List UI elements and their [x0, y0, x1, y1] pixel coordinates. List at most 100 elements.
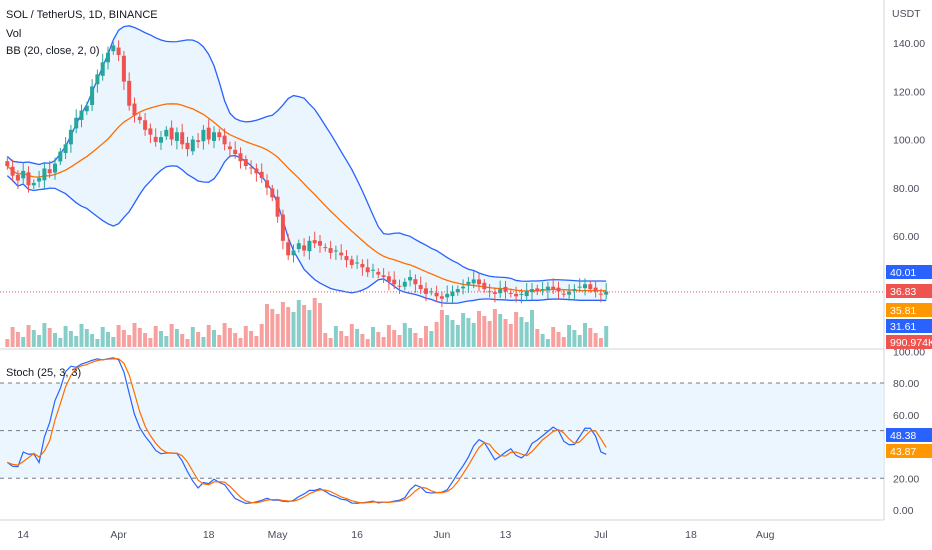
candle-body — [68, 129, 73, 145]
volume-bar — [551, 327, 556, 347]
volume-bar — [424, 326, 428, 347]
candle — [471, 270, 476, 289]
candle — [233, 141, 238, 159]
candle — [259, 163, 264, 183]
volume-bar — [111, 337, 116, 347]
candle — [312, 231, 317, 249]
candle-body — [318, 241, 322, 246]
candle-body — [212, 132, 216, 141]
candle — [196, 132, 201, 148]
candle — [466, 277, 471, 293]
volume-bar — [286, 307, 291, 347]
candle-body — [328, 248, 333, 253]
volume-bar — [302, 305, 307, 347]
candle-body — [238, 153, 243, 162]
volume-bar — [344, 336, 349, 347]
volume-bar — [84, 329, 89, 347]
candlesticks — [0, 40, 884, 308]
volume-bar — [402, 323, 407, 347]
candle — [413, 274, 418, 293]
candle — [418, 276, 423, 294]
volume-bar — [588, 328, 593, 347]
volume-bar — [360, 334, 365, 347]
bollinger-legend[interactable]: BB (20, close, 2, 0) — [6, 45, 100, 57]
candle-body — [127, 80, 132, 106]
volume-bar — [572, 330, 577, 347]
candle-body — [519, 293, 524, 295]
candle — [455, 285, 460, 296]
price-badge-bg — [886, 284, 932, 298]
volume-bar — [455, 325, 460, 347]
stoch-badge-bg — [886, 444, 932, 458]
candle — [349, 255, 354, 269]
candle-body — [397, 285, 402, 287]
candle — [68, 125, 73, 153]
candle-body — [132, 103, 137, 116]
volume-bar — [79, 324, 84, 347]
candle — [243, 155, 248, 170]
price-axis[interactable]: USDT 140.00 120.00 100.00 80.00 60.00 100.00 80… — [892, 8, 925, 517]
symbol-title[interactable]: SOL / TetherUS, 1D, BINANCE — [6, 9, 158, 21]
stoch-legend[interactable]: Stoch (25, 3, 3) — [6, 367, 82, 379]
candle-body — [79, 110, 84, 120]
volume-bar — [238, 338, 243, 347]
candle-body — [15, 174, 20, 181]
volume-bar — [439, 310, 444, 347]
candle — [275, 189, 280, 223]
candle-body — [243, 159, 248, 167]
candle-body — [572, 289, 577, 291]
candle-body — [280, 214, 285, 241]
candle — [21, 162, 26, 184]
volume-bar — [429, 331, 434, 347]
candle-body — [551, 286, 556, 290]
volume-bar — [164, 336, 169, 347]
volume-bar — [376, 332, 381, 347]
candle — [143, 112, 148, 136]
candle — [302, 238, 307, 257]
candle-body — [249, 167, 254, 169]
candle — [461, 279, 466, 295]
candle-body — [42, 168, 47, 181]
candle — [180, 123, 185, 150]
candle — [26, 166, 31, 193]
volume-bar — [508, 324, 513, 347]
volume-bar — [577, 335, 582, 347]
volume-bar — [217, 335, 222, 347]
volume-badge: 990.974K — [886, 335, 932, 349]
candle-body — [148, 128, 153, 135]
candle — [572, 284, 577, 300]
candle-body — [508, 292, 513, 294]
candle — [5, 157, 10, 170]
volume-legend[interactable]: Vol — [6, 28, 22, 40]
candle — [482, 279, 487, 293]
candle-body — [376, 271, 381, 275]
time-tick: May — [268, 529, 289, 541]
price-tick: 120.00 — [893, 86, 925, 98]
volume-badge-label: 990.974K — [890, 337, 932, 349]
candle-body — [445, 293, 450, 298]
candle-body — [121, 55, 126, 82]
volume-bar — [26, 325, 31, 347]
stoch-band-background — [0, 382, 884, 479]
candle — [365, 258, 370, 278]
candle-body — [286, 242, 291, 256]
candle — [280, 209, 285, 250]
volume-bar — [318, 303, 322, 347]
volume-bar — [498, 314, 503, 347]
volume-bar — [254, 336, 259, 347]
volume-bar — [137, 328, 142, 347]
candle-body — [58, 151, 63, 162]
volume-bar — [185, 339, 190, 347]
volume-bar — [174, 329, 179, 347]
price-badge: 31.61 — [886, 319, 932, 333]
candle-body — [498, 289, 503, 294]
time-axis[interactable]: 14 Apr 18 May 16 Jun 13 Jul 18 Aug — [17, 529, 774, 541]
candle — [37, 170, 42, 188]
candle — [47, 160, 52, 179]
volume-bar — [540, 334, 545, 347]
candle-body — [355, 262, 360, 264]
candle — [249, 160, 254, 175]
volume-bar — [159, 331, 163, 347]
candle-body — [164, 129, 169, 137]
